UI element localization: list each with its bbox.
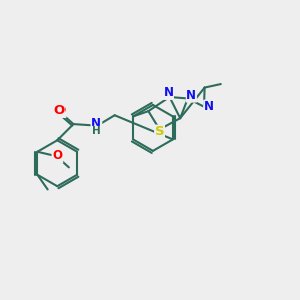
- Text: N: N: [204, 100, 214, 113]
- Text: O: O: [55, 104, 66, 117]
- Text: O: O: [53, 150, 63, 163]
- Text: H: H: [92, 126, 100, 136]
- Text: N: N: [186, 89, 197, 102]
- Text: N: N: [91, 117, 101, 130]
- Text: H: H: [92, 127, 101, 137]
- Text: O: O: [53, 104, 64, 117]
- Text: N: N: [164, 86, 173, 99]
- Text: O: O: [52, 149, 62, 162]
- Text: N: N: [92, 118, 102, 131]
- Text: S: S: [155, 125, 164, 138]
